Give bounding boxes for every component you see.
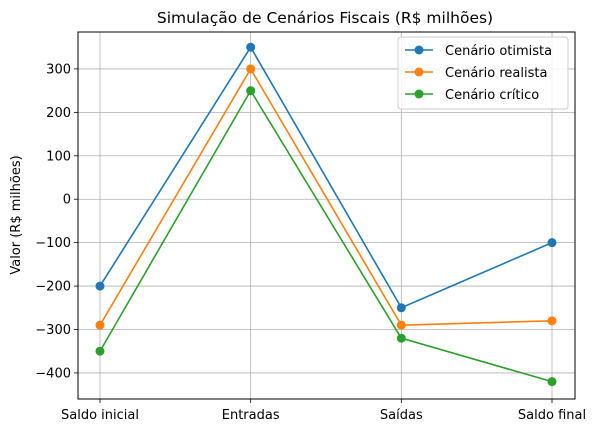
- legend: Cenário otimista Cenário realista Cenário …: [397, 36, 569, 110]
- y-tick-label: −100: [35, 236, 71, 251]
- data-point: [95, 281, 105, 291]
- y-axis: −400 −300 −200 −100 0 100 200 300: [35, 62, 78, 381]
- legend-marker: [414, 89, 424, 99]
- plot-frame: [77, 31, 576, 400]
- x-tick-label: Entradas: [222, 408, 280, 423]
- y-tick-label: 300: [46, 62, 71, 77]
- y-tick-label: 0: [63, 193, 71, 208]
- data-point: [396, 303, 406, 313]
- data-point: [547, 238, 557, 248]
- y-axis-label: Valor (R$ milhões): [9, 155, 24, 274]
- series-line-2: [99, 67, 553, 326]
- data-point: [396, 333, 406, 343]
- data-point: [547, 377, 557, 387]
- x-axis: Saldo inicial Entradas Saídas Saldo final: [61, 399, 586, 423]
- x-tick-label: Saldo inicial: [61, 408, 139, 423]
- chart-title: Simulação de Cenários Fiscais (R$ milhõe…: [157, 9, 493, 27]
- data-point: [246, 86, 256, 96]
- data-point: [246, 64, 256, 74]
- data-point: [95, 346, 105, 356]
- legend-box: [397, 36, 569, 110]
- data-point: [246, 42, 256, 52]
- y-tick-label: 200: [46, 106, 71, 121]
- legend-label: Cenário realista: [445, 66, 547, 81]
- y-tick-label: −300: [35, 323, 71, 338]
- data-point: [95, 320, 105, 330]
- data-point: [396, 320, 406, 330]
- legend-label: Cenário otimista: [445, 44, 552, 59]
- series-line-3: [99, 89, 553, 383]
- y-tick-label: −400: [35, 366, 71, 381]
- data-point: [547, 316, 557, 326]
- legend-marker: [414, 67, 424, 77]
- series-line-1: [99, 45, 553, 309]
- legend-label: Cenário crítico: [445, 88, 539, 103]
- y-tick-label: 100: [46, 149, 71, 164]
- y-tick-label: −200: [35, 280, 71, 295]
- x-tick-label: Saldo final: [518, 408, 586, 423]
- legend-marker: [414, 45, 424, 55]
- x-tick-label: Saídas: [380, 408, 423, 423]
- series-group: [95, 42, 557, 387]
